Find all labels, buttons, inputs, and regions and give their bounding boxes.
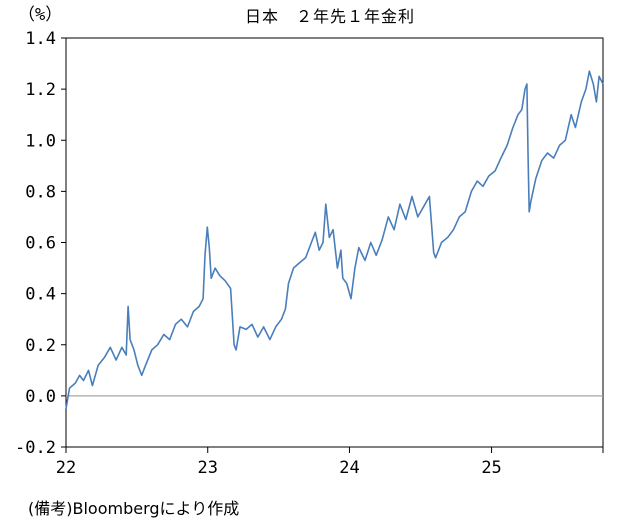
y-tick-label: -0.2 bbox=[15, 438, 56, 458]
x-tick-label: 23 bbox=[197, 458, 217, 478]
y-tick-label: 1.0 bbox=[25, 131, 56, 151]
x-tick-label: 22 bbox=[56, 458, 76, 478]
x-tick-label: 24 bbox=[339, 458, 359, 478]
chart-title: 日本 ２年先１年金利 bbox=[245, 7, 415, 26]
y-tick-label: 0.8 bbox=[25, 182, 56, 202]
plot-area: -0.2 0.0 0.2 0.4 0.6 0.8 1.0 1.2 1.4 22 23 24 25 bbox=[15, 29, 604, 478]
y-tick-label: 0.6 bbox=[25, 234, 56, 254]
y-axis-unit-label: （%） bbox=[18, 5, 62, 25]
y-tick-label: 0.2 bbox=[25, 336, 56, 356]
series-line bbox=[65, 70, 604, 409]
x-tick-label: 25 bbox=[481, 458, 501, 478]
y-tick-label: 1.4 bbox=[25, 29, 56, 49]
y-tick-label: 0.4 bbox=[25, 285, 56, 305]
source-note: (備考)Bloombergにより作成 bbox=[28, 499, 239, 518]
y-tick-label: 1.2 bbox=[25, 80, 56, 100]
y-tick-label: 0.0 bbox=[25, 387, 56, 407]
